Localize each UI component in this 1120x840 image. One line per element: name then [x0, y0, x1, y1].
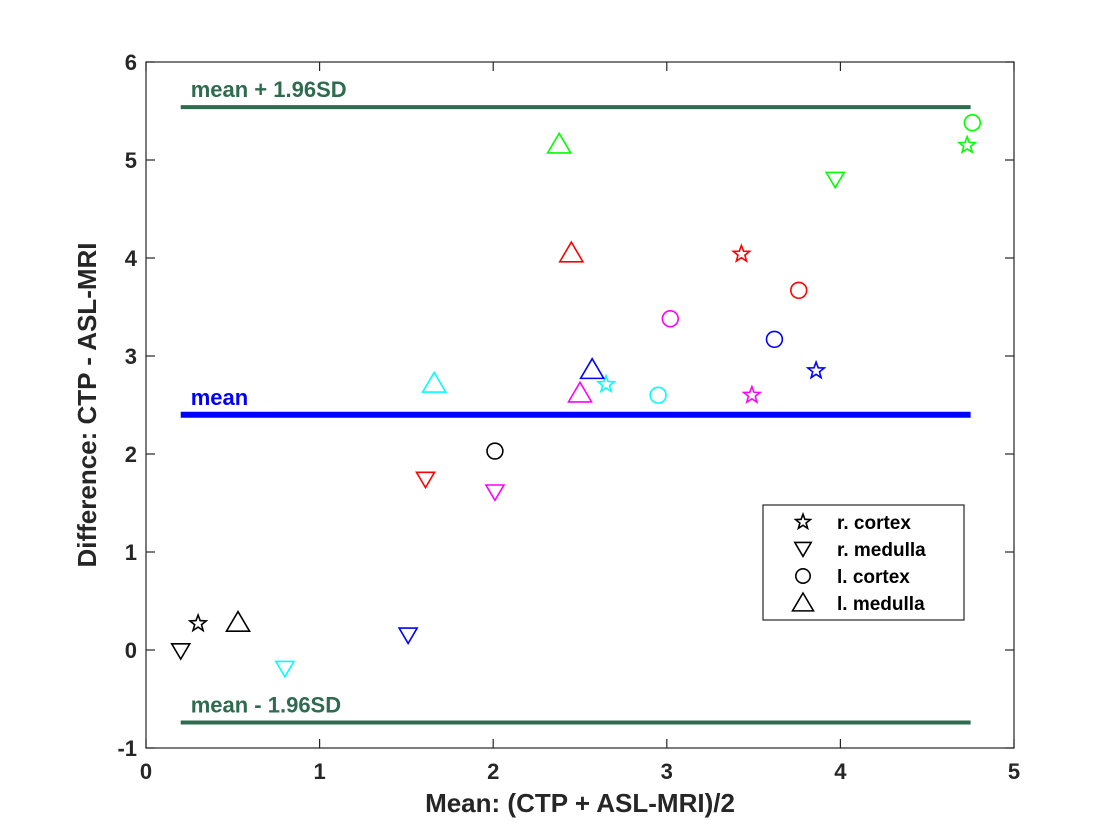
plot-area	[145, 61, 1015, 749]
legend-label-r-medulla: r. medulla	[837, 540, 926, 561]
x-tick-label: 2	[487, 759, 499, 784]
y-tick-label: 0	[125, 638, 137, 663]
y-tick-label: 3	[125, 344, 137, 369]
x-tick-label: 4	[834, 759, 847, 784]
reference-lines: mean + 1.96SD mean mean - 1.96SD	[180, 77, 971, 725]
data-markers	[170, 114, 982, 679]
y-tick-label: 5	[125, 148, 137, 173]
x-tick-label: 3	[661, 759, 673, 784]
legend: r. cortex r. medulla l. cortex l. medulla	[762, 504, 965, 621]
marker-r-cortex	[595, 373, 617, 394]
legend-box	[762, 504, 965, 621]
marker-l-cortex	[486, 442, 504, 460]
x-tick-label: 1	[313, 759, 325, 784]
marker-l-medulla	[558, 240, 585, 263]
x-tick-label: 0	[140, 759, 152, 784]
y-tick-label: 2	[125, 442, 137, 467]
marker-l-cortex	[790, 281, 808, 300]
x-tick-label: 5	[1008, 759, 1020, 784]
marker-l-medulla	[579, 357, 606, 380]
marker-l-cortex	[661, 310, 679, 328]
marker-r-medulla	[170, 642, 192, 661]
marker-l-medulla	[421, 370, 448, 393]
marker-l-cortex	[963, 114, 982, 132]
upper-line-label: mean + 1.96SD	[191, 77, 347, 102]
legend-marker-r-cortex	[793, 511, 813, 531]
marker-r-cortex	[956, 134, 978, 155]
marker-l-medulla	[225, 610, 251, 633]
y-tick-label: 4	[125, 246, 138, 271]
marker-l-cortex	[765, 330, 784, 349]
legend-marker-l-medulla	[791, 591, 815, 612]
mean-line-label: mean	[191, 385, 248, 410]
marker-r-medulla	[824, 171, 846, 190]
y-tick-label: 1	[125, 540, 137, 565]
marker-r-cortex	[731, 243, 752, 263]
marker-r-medulla	[415, 471, 436, 490]
series-l-cortex	[486, 114, 982, 460]
series-r-cortex	[187, 134, 978, 633]
series-l-medulla	[225, 131, 606, 633]
y-tick-label: -1	[117, 736, 137, 761]
marker-r-cortex	[805, 359, 827, 380]
y-tick-label: 6	[125, 50, 137, 75]
axes-box	[145, 61, 1015, 749]
marker-r-cortex	[187, 612, 209, 633]
legend-marker-r-medulla	[793, 541, 813, 558]
legend-marker-l-cortex	[794, 567, 811, 584]
marker-l-medulla	[546, 131, 573, 154]
x-axis-label: Mean: (CTP + ASL-MRI)/2	[425, 788, 735, 818]
marker-r-medulla	[274, 660, 296, 679]
y-axis-label: Difference: CTP - ASL-MRI	[72, 242, 102, 567]
marker-r-cortex	[741, 384, 763, 404]
marker-l-medulla	[567, 380, 593, 403]
lower-line-label: mean - 1.96SD	[191, 693, 341, 718]
marker-l-cortex	[649, 386, 667, 404]
marker-r-medulla	[397, 627, 419, 645]
y-axis: -1 0 1 2 3 4 5 6	[117, 50, 1014, 761]
x-axis: 0 1 2 3 4 5	[140, 62, 1020, 784]
legend-label-l-medulla: l. medulla	[837, 594, 925, 615]
legend-label-l-cortex: l. cortex	[837, 567, 910, 588]
series-r-medulla	[170, 171, 846, 679]
marker-r-medulla	[484, 484, 506, 502]
legend-label-r-cortex: r. cortex	[837, 513, 911, 534]
